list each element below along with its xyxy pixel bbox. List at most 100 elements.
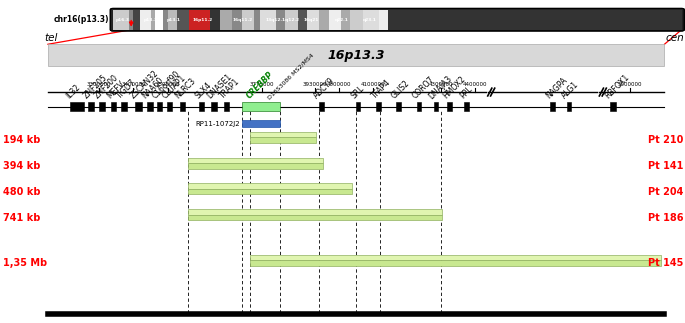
Text: GLIS2: GLIS2: [390, 79, 412, 101]
Bar: [48, 44, 664, 66]
Text: Pt 204: Pt 204: [648, 187, 684, 197]
Text: 4300000: 4300000: [429, 82, 453, 87]
Bar: [163, 10, 168, 30]
Text: 16p13.3: 16p13.3: [327, 49, 385, 62]
Text: Pt 141: Pt 141: [648, 161, 684, 171]
Bar: [188, 209, 442, 215]
Text: q22.1: q22.1: [335, 18, 349, 22]
Text: 4400000: 4400000: [463, 82, 488, 87]
Bar: [189, 10, 210, 30]
Bar: [250, 137, 316, 143]
Text: Pt 145: Pt 145: [648, 258, 684, 268]
Bar: [447, 102, 452, 111]
Bar: [250, 132, 316, 137]
Bar: [416, 102, 421, 111]
Bar: [177, 10, 189, 30]
Bar: [260, 10, 276, 30]
Bar: [379, 10, 388, 30]
Bar: [199, 102, 204, 111]
Text: TIGD7: TIGD7: [115, 78, 138, 101]
Bar: [188, 163, 323, 169]
Text: 3300000: 3300000: [87, 82, 112, 87]
Bar: [157, 102, 162, 111]
Bar: [376, 102, 381, 111]
Bar: [147, 102, 153, 111]
Bar: [341, 10, 350, 30]
Text: NAGPA: NAGPA: [544, 76, 569, 101]
Bar: [224, 102, 229, 111]
Bar: [285, 10, 298, 30]
Bar: [242, 10, 254, 30]
Bar: [250, 260, 661, 266]
Bar: [232, 10, 242, 30]
Bar: [464, 102, 469, 111]
Text: ADCY9: ADCY9: [312, 76, 337, 101]
Bar: [140, 10, 151, 30]
Bar: [250, 255, 661, 260]
Text: p16.3: p16.3: [116, 18, 129, 22]
Text: 16q21: 16q21: [303, 18, 319, 22]
Text: CREBBP: CREBBP: [245, 70, 275, 101]
Text: 4000000: 4000000: [326, 82, 351, 87]
Bar: [329, 10, 341, 30]
Text: IL32: IL32: [64, 83, 82, 101]
Text: 3500000: 3500000: [155, 82, 180, 87]
Text: ALG1: ALG1: [560, 80, 581, 101]
Bar: [307, 10, 319, 30]
Text: CORO7: CORO7: [410, 75, 436, 101]
Text: HMOX2: HMOX2: [441, 75, 467, 101]
Bar: [179, 102, 185, 111]
Bar: [319, 102, 324, 111]
Text: chr16(p13.3): chr16(p13.3): [54, 15, 110, 24]
Bar: [350, 10, 362, 30]
Text: DNASE1: DNASE1: [205, 72, 234, 101]
Text: p13.3: p13.3: [143, 18, 157, 22]
Bar: [167, 102, 173, 111]
Bar: [88, 102, 95, 111]
Bar: [242, 102, 279, 111]
Bar: [111, 102, 116, 111]
Text: 3930000: 3930000: [303, 82, 327, 87]
Bar: [434, 102, 438, 111]
Text: RP11-1072J2: RP11-1072J2: [195, 121, 240, 127]
Text: 194 kb: 194 kb: [3, 135, 40, 145]
Text: SLX4: SLX4: [193, 81, 213, 101]
Text: Pt 210: Pt 210: [648, 135, 684, 145]
Bar: [70, 102, 84, 111]
Text: C16orf90: C16orf90: [150, 69, 182, 101]
Text: TFAP4: TFAP4: [370, 78, 393, 101]
Bar: [356, 102, 360, 111]
Text: DNAJA3: DNAJA3: [427, 74, 454, 101]
FancyBboxPatch shape: [110, 8, 684, 31]
Text: 16q11.2: 16q11.2: [232, 18, 253, 22]
Text: SRL: SRL: [349, 84, 366, 101]
Bar: [188, 183, 352, 189]
Bar: [129, 10, 134, 30]
Text: 480 kb: 480 kb: [3, 187, 40, 197]
Bar: [276, 10, 285, 30]
Text: 394 kb: 394 kb: [3, 161, 40, 171]
Text: tel: tel: [45, 33, 58, 43]
Text: RBFOX1: RBFOX1: [603, 73, 631, 101]
Bar: [168, 10, 177, 30]
Text: PPL: PPL: [458, 85, 474, 101]
Text: NLRC3: NLRC3: [173, 77, 197, 101]
Text: NAA60: NAA60: [140, 76, 166, 101]
Bar: [155, 10, 163, 30]
Bar: [396, 102, 401, 111]
Bar: [135, 102, 142, 111]
Bar: [388, 10, 682, 30]
Bar: [113, 10, 129, 30]
Text: 741 kb: 741 kb: [3, 213, 40, 223]
Text: CLUAP1: CLUAP1: [160, 74, 188, 101]
Text: D16S3086 MS2/MS4: D16S3086 MS2/MS4: [266, 53, 314, 101]
Text: ZSCAN32: ZSCAN32: [129, 69, 160, 101]
Text: TRAP1: TRAP1: [218, 77, 241, 101]
Text: 5000000: 5000000: [618, 82, 643, 87]
Text: p13.1: p13.1: [167, 18, 181, 22]
Bar: [220, 10, 232, 30]
Text: 16p11.2: 16p11.2: [192, 18, 213, 22]
Bar: [99, 102, 105, 111]
Bar: [362, 10, 379, 30]
Bar: [134, 10, 140, 30]
